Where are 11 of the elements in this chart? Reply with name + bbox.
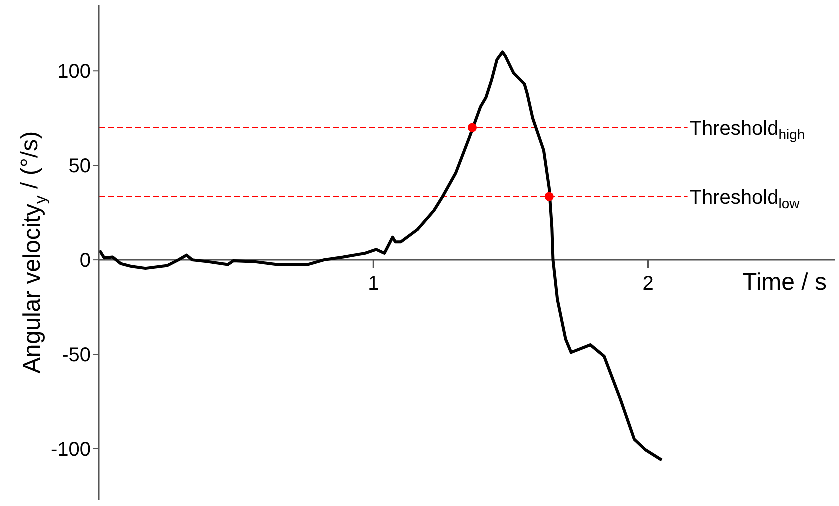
y-tick-label: -50 — [62, 344, 91, 367]
ref-line-label: Threshold$_{low}$ — [690, 186, 801, 212]
y-tick-label: 100 — [58, 61, 91, 84]
line-series — [99, 50, 664, 462]
y-tick-label: -100 — [50, 439, 91, 462]
ref-line-label: Threshold$_{high}$ — [690, 118, 806, 143]
y-tick-label: 0 — [80, 250, 91, 272]
x-tick-label: 2 — [642, 273, 654, 296]
y-tick-label: 50 — [68, 156, 91, 178]
x-tick-label: 1 — [368, 273, 380, 296]
x-axis-title: Time / s — [742, 269, 827, 296]
